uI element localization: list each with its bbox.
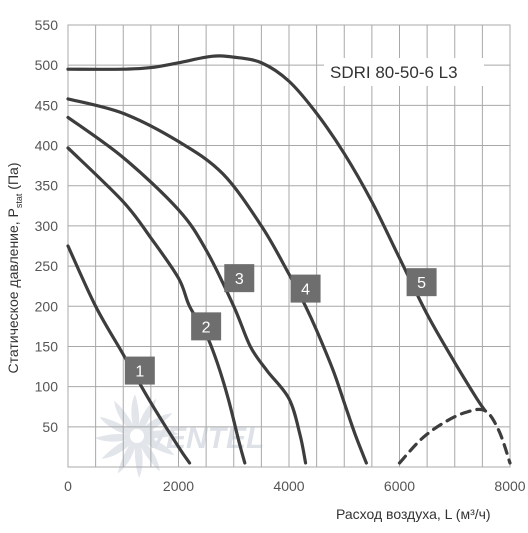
chart-title-bg	[324, 58, 484, 86]
curve-3	[66, 115, 308, 465]
curve-dashed	[397, 407, 512, 465]
y-axis-label-main: Статическое давление, P	[5, 208, 21, 373]
curve-label-box-2	[191, 312, 222, 341]
curve-5	[66, 54, 487, 413]
x-tick-label: 8000	[494, 478, 525, 494]
curve-label-4: 4	[301, 282, 310, 299]
x-tick-label: 6000	[384, 478, 415, 494]
curve-label-box-1	[124, 356, 155, 385]
curves	[66, 54, 512, 465]
fan-blade	[95, 433, 137, 442]
y-tick-label: 300	[35, 218, 59, 234]
fan-blade	[117, 436, 138, 474]
curve-4	[66, 97, 368, 465]
fan-hub	[130, 429, 144, 443]
fan-blade	[137, 436, 160, 472]
x-tick-label: 2000	[163, 478, 194, 494]
curve-label-2: 2	[202, 319, 211, 336]
fan-blade	[137, 413, 173, 436]
curve-label-5: 5	[417, 275, 426, 292]
x-tick-label: 0	[64, 478, 72, 494]
curve-label-box-5	[406, 268, 437, 297]
curve-label-box-4	[290, 274, 321, 303]
y-tick-label: 100	[35, 379, 59, 395]
curve-label-1: 1	[135, 364, 144, 381]
y-axis-label: Статическое давление, Pstat (Па)	[5, 163, 24, 374]
y-tick-labels: 50 100 150 200 250 300 350 400 450 500 550	[35, 17, 59, 435]
curve-labels: 1 2 3 4 5	[124, 264, 437, 385]
fan-blade	[137, 435, 175, 456]
y-tick-label: 500	[35, 57, 59, 73]
y-tick-label: 350	[35, 178, 59, 194]
y-tick-label: 50	[42, 419, 58, 435]
chart-title: SDRI 80-50-6 L3	[330, 63, 458, 82]
y-axis-label-unit: (Па)	[5, 163, 21, 194]
y-tick-label: 400	[35, 138, 59, 154]
curve-label-3: 3	[235, 271, 244, 288]
y-tick-label: 450	[35, 97, 59, 113]
fan-blade	[101, 436, 137, 459]
x-tick-labels: 0 2000 4000 6000 8000	[64, 478, 526, 494]
x-axis-label: Расход воздуха, L (м³/ч)	[336, 506, 491, 522]
curve-label-box-3	[224, 264, 255, 293]
x-tick-label: 4000	[273, 478, 304, 494]
grid	[67, 24, 511, 468]
y-tick-label: 550	[35, 17, 59, 33]
y-tick-label: 150	[35, 338, 59, 354]
y-tick-label: 250	[35, 258, 59, 274]
fan-blade	[131, 394, 140, 436]
y-tick-label: 200	[35, 298, 59, 314]
y-axis-label-sub: stat	[14, 193, 24, 208]
